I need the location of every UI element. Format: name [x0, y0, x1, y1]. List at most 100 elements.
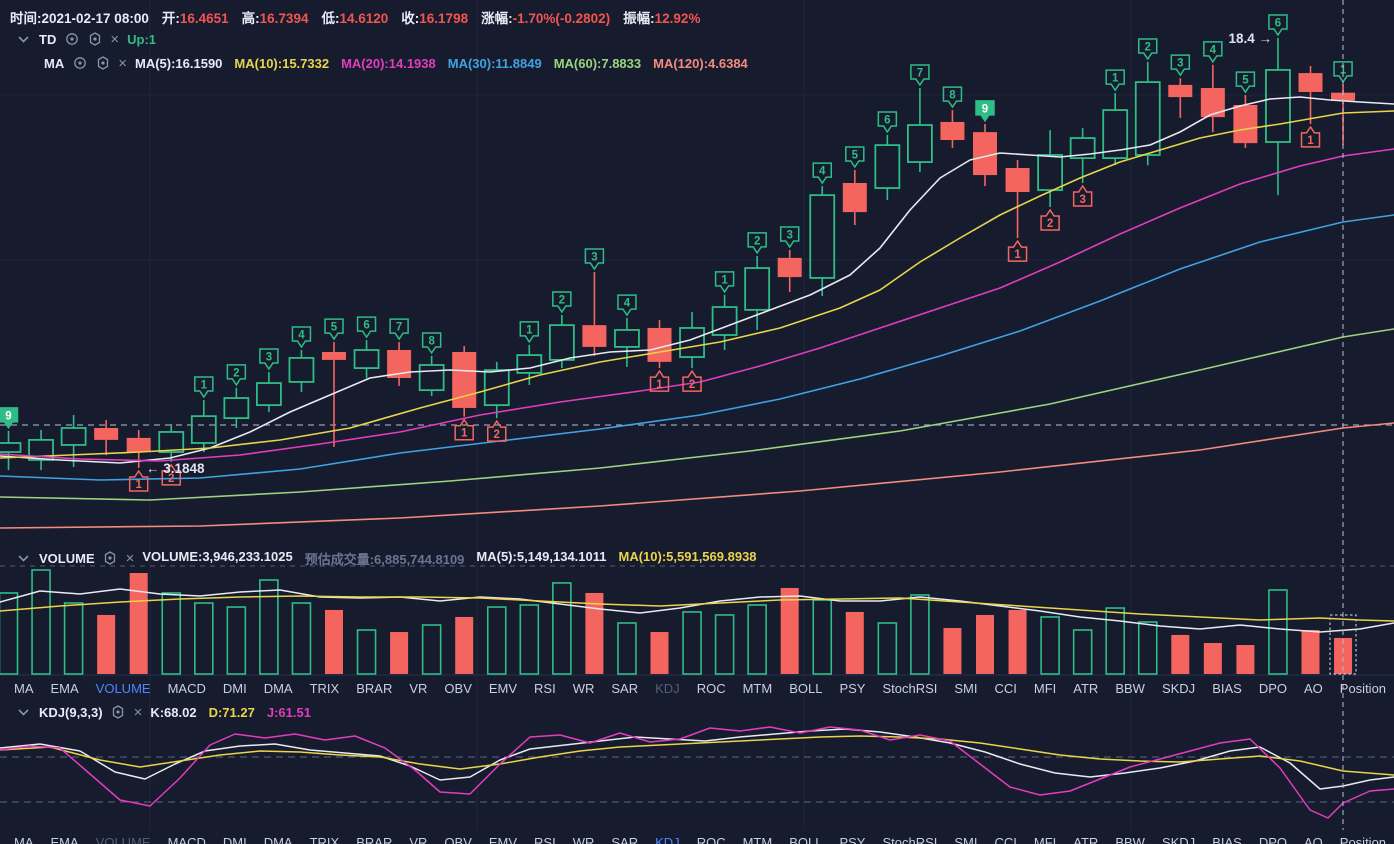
tab-dmi[interactable]: DMI	[222, 680, 247, 696]
volume-bar[interactable]	[1040, 616, 1060, 675]
candle[interactable]	[483, 369, 510, 407]
tab-ma[interactable]: MA	[14, 834, 34, 844]
tab-ma[interactable]: MA	[14, 680, 34, 696]
tab-atr[interactable]: ATR	[1073, 834, 1099, 844]
tab-sar[interactable]: SAR	[611, 834, 639, 844]
tab-skdj[interactable]: SKDJ	[1161, 834, 1196, 844]
tab-ema[interactable]: EMA	[50, 680, 79, 696]
tab-macd[interactable]: MACD	[167, 834, 206, 844]
tab-stochrsi[interactable]: StochRSI	[882, 834, 938, 844]
tab-boll[interactable]: BOLL	[789, 680, 823, 696]
candle[interactable]	[190, 415, 217, 444]
tab-brar[interactable]: BRAR	[356, 680, 393, 696]
candle[interactable]	[874, 144, 901, 189]
gear-icon[interactable]	[111, 705, 126, 720]
volume-bar[interactable]	[747, 604, 767, 675]
tab-smi[interactable]: SMI	[954, 834, 978, 844]
tab-vr[interactable]: VR	[409, 680, 428, 696]
tab-rsi[interactable]: RSI	[534, 834, 556, 844]
candle[interactable]	[1069, 137, 1096, 160]
candle[interactable]	[777, 257, 802, 278]
candle[interactable]	[418, 364, 445, 392]
candle[interactable]	[1298, 73, 1323, 92]
candle[interactable]	[744, 267, 771, 311]
close-icon[interactable]: ×	[133, 703, 143, 721]
tab-mfi[interactable]: MFI	[1033, 834, 1057, 844]
volume-bar[interactable]	[291, 602, 312, 675]
tab-dma[interactable]: DMA	[263, 680, 293, 696]
tab-psy[interactable]: PSY	[839, 680, 866, 696]
volume-bar[interactable]	[129, 572, 148, 674]
tab-vr[interactable]: VR	[409, 834, 428, 844]
candle[interactable]	[322, 351, 346, 360]
tab-trix[interactable]: TRIX	[309, 834, 340, 844]
candle[interactable]	[842, 182, 867, 213]
volume-bar[interactable]	[1137, 621, 1158, 675]
candle[interactable]	[223, 397, 250, 420]
volume-bar[interactable]	[1334, 637, 1353, 674]
candle[interactable]	[1005, 168, 1030, 193]
volume-bar[interactable]	[421, 624, 442, 675]
close-icon[interactable]: ×	[125, 549, 135, 567]
candle[interactable]	[1200, 88, 1225, 118]
candle[interactable]	[548, 324, 575, 361]
tab-bias[interactable]: BIAS	[1212, 834, 1242, 844]
volume-bar[interactable]	[63, 602, 84, 675]
volume-bar[interactable]	[585, 592, 604, 674]
tab-boll[interactable]: BOLL	[789, 834, 823, 844]
volume-bar[interactable]	[845, 611, 864, 674]
tab-stochrsi[interactable]: StochRSI	[882, 680, 938, 696]
candle[interactable]	[60, 427, 87, 446]
volume-bar[interactable]	[1008, 609, 1027, 674]
tab-kdj[interactable]: KDJ	[655, 834, 680, 844]
tab-macd[interactable]: MACD	[167, 680, 206, 696]
tab-bbw[interactable]: BBW	[1115, 680, 1145, 696]
tab-volume[interactable]: VOLUME	[95, 680, 151, 696]
candle[interactable]	[516, 354, 543, 374]
chevron-down-icon[interactable]	[16, 551, 31, 566]
candle[interactable]	[614, 329, 640, 348]
volume-bar[interactable]	[161, 592, 182, 675]
volume-bar[interactable]	[0, 592, 19, 675]
tab-ema[interactable]: EMA	[50, 834, 79, 844]
tab-position[interactable]: Position	[1339, 834, 1387, 844]
gear-icon[interactable]	[103, 551, 118, 566]
tab-dpo[interactable]: DPO	[1258, 834, 1287, 844]
close-icon[interactable]: ×	[110, 30, 120, 48]
tab-ao[interactable]: AO	[1303, 834, 1323, 844]
volume-bar[interactable]	[714, 614, 735, 675]
tab-ao[interactable]: AO	[1303, 680, 1323, 696]
volume-bar[interactable]	[617, 622, 637, 675]
candle[interactable]	[28, 438, 54, 461]
tab-obv[interactable]: OBV	[444, 834, 472, 844]
candle[interactable]	[1331, 92, 1356, 101]
tab-wr[interactable]: WR	[572, 834, 595, 844]
tab-trix[interactable]: TRIX	[309, 680, 340, 696]
close-icon[interactable]: ×	[118, 54, 127, 72]
tab-position[interactable]: Position	[1339, 680, 1387, 696]
volume-bar[interactable]	[486, 606, 507, 675]
tab-skdj[interactable]: SKDJ	[1161, 680, 1196, 696]
volume-bar[interactable]	[650, 632, 669, 674]
candle[interactable]	[582, 325, 607, 347]
tab-volume[interactable]: VOLUME	[95, 834, 151, 844]
chevron-down-icon[interactable]	[16, 705, 31, 720]
volume-bar[interactable]	[1105, 607, 1125, 675]
chevron-down-icon[interactable]	[16, 32, 31, 47]
candle[interactable]	[158, 431, 185, 453]
volume-bar[interactable]	[325, 609, 343, 674]
candle[interactable]	[1134, 81, 1161, 156]
volume-bar[interactable]	[97, 614, 116, 674]
tab-roc[interactable]: ROC	[696, 680, 726, 696]
volume-bar[interactable]	[455, 616, 474, 674]
tab-cci[interactable]: CCI	[994, 834, 1017, 844]
eye-icon[interactable]	[64, 32, 79, 47]
candle[interactable]	[288, 357, 315, 383]
tab-cci[interactable]: CCI	[994, 680, 1017, 696]
tab-mfi[interactable]: MFI	[1033, 680, 1057, 696]
tab-emv[interactable]: EMV	[488, 680, 518, 696]
candle[interactable]	[1233, 104, 1258, 144]
tab-smi[interactable]: SMI	[954, 680, 978, 696]
tab-bias[interactable]: BIAS	[1212, 680, 1242, 696]
